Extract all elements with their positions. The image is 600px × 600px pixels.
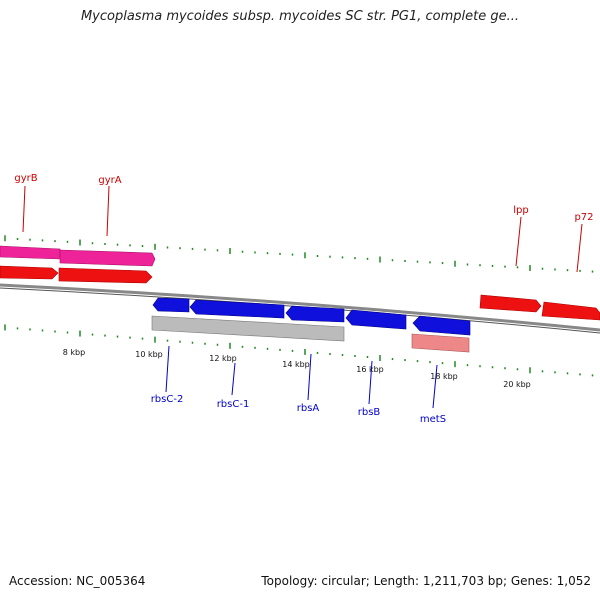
scale-label-16kbp: 16 kbp xyxy=(356,365,384,374)
label-rbsC-1: rbsC-1 xyxy=(217,399,250,410)
scale-label-14kbp: 14 kbp xyxy=(282,360,310,369)
map-title: Mycoplasma mycoides subsp. mycoides SC s… xyxy=(80,9,520,24)
inner-tick-track xyxy=(4,324,594,377)
label-gyrB: gyrB xyxy=(14,173,37,184)
gene-lpp[interactable] xyxy=(479,294,542,313)
label-rbsC-2: rbsC-2 xyxy=(151,394,184,405)
label-p72: p72 xyxy=(574,212,593,223)
label-rbsB: rbsB xyxy=(358,407,381,418)
gene-metS[interactable] xyxy=(412,315,471,336)
scale-label-8kbp: 8 kbp xyxy=(63,348,85,357)
genome-backbone xyxy=(0,283,600,332)
scale-label-12kbp: 12 kbp xyxy=(209,354,237,363)
gene-rbsC-1[interactable] xyxy=(189,299,285,319)
feature-label-lines xyxy=(22,185,583,409)
gene-rbsC-grey[interactable] xyxy=(151,315,345,342)
forward-genes xyxy=(0,245,600,321)
scale-label-18kbp: 18 kbp xyxy=(430,372,458,381)
outer-tick-track xyxy=(4,235,594,273)
gene-gyrA-forward[interactable] xyxy=(58,267,153,284)
label-lpp: lpp xyxy=(513,205,528,216)
scale-label-10kbp: 10 kbp xyxy=(135,350,163,359)
gene-rbsA[interactable] xyxy=(285,305,345,323)
gene-gyrA[interactable] xyxy=(59,249,156,267)
gene-rbsC-2[interactable] xyxy=(152,297,190,313)
label-metS: metS xyxy=(420,414,446,425)
gene-metS-pink[interactable] xyxy=(411,333,470,353)
reverse-genes xyxy=(151,297,471,353)
gene-rbsB[interactable] xyxy=(345,309,407,330)
label-gyrA: gyrA xyxy=(98,175,121,186)
gene-p72[interactable] xyxy=(541,301,600,321)
label-rbsA: rbsA xyxy=(297,403,320,414)
gene-gyrB-forward[interactable] xyxy=(0,265,59,280)
accession-text: Accession: NC_005364 xyxy=(9,574,146,588)
scale-label-20kbp: 20 kbp xyxy=(503,380,531,389)
gene-gyrB[interactable] xyxy=(0,245,61,260)
genome-summary-text: Topology: circular; Length: 1,211,703 bp… xyxy=(261,574,591,588)
